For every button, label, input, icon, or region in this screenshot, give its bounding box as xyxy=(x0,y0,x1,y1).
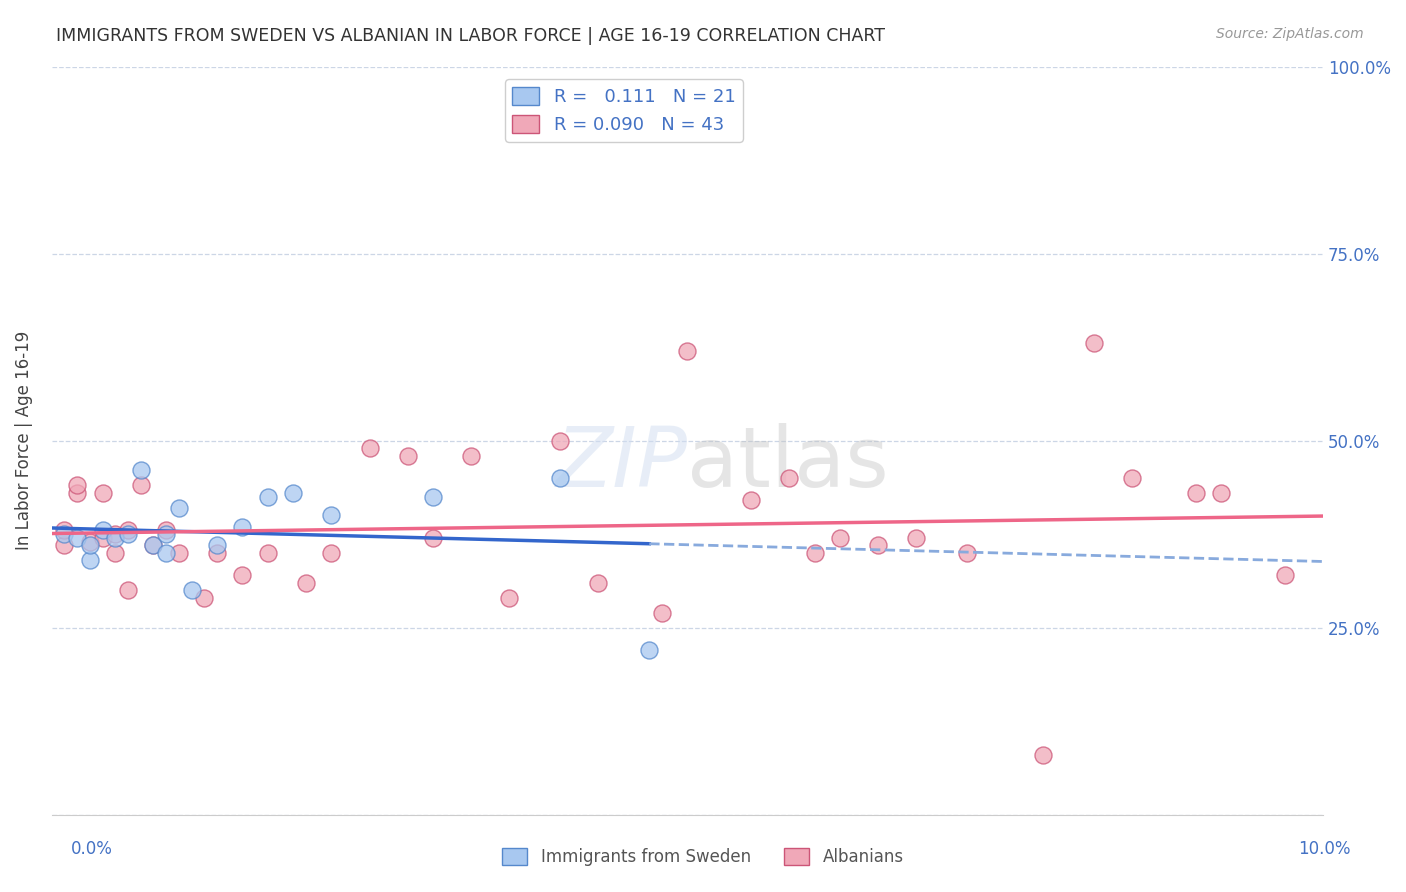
Point xyxy=(498,591,520,605)
Point xyxy=(79,538,101,552)
Point xyxy=(205,546,228,560)
Point xyxy=(231,568,253,582)
Point xyxy=(155,527,177,541)
Legend: R =   0.111   N = 21, R = 0.090   N = 43: R = 0.111 N = 21, R = 0.090 N = 43 xyxy=(505,79,742,142)
Point xyxy=(205,538,228,552)
Point xyxy=(91,524,114,538)
Point xyxy=(1274,568,1296,582)
Point xyxy=(66,486,89,500)
Text: Source: ZipAtlas.com: Source: ZipAtlas.com xyxy=(1216,27,1364,41)
Point xyxy=(117,527,139,541)
Point xyxy=(422,490,444,504)
Point xyxy=(638,643,661,657)
Point xyxy=(155,546,177,560)
Text: 0.0%: 0.0% xyxy=(70,840,112,858)
Point xyxy=(66,478,89,492)
Point xyxy=(193,591,215,605)
Point xyxy=(295,575,318,590)
Point xyxy=(53,524,76,538)
Point xyxy=(588,575,610,590)
Point xyxy=(283,486,305,500)
Point xyxy=(550,471,572,485)
Point xyxy=(1185,486,1208,500)
Point xyxy=(180,583,202,598)
Point xyxy=(460,449,482,463)
Point xyxy=(1083,336,1105,351)
Point xyxy=(117,524,139,538)
Point xyxy=(155,524,177,538)
Point xyxy=(117,583,139,598)
Point xyxy=(66,531,89,545)
Point xyxy=(828,531,851,545)
Point xyxy=(142,538,165,552)
Point xyxy=(167,500,190,515)
Point xyxy=(1032,747,1054,762)
Point xyxy=(104,546,127,560)
Point xyxy=(104,527,127,541)
Point xyxy=(104,531,127,545)
Point xyxy=(803,546,825,560)
Point xyxy=(778,471,800,485)
Text: atlas: atlas xyxy=(688,423,889,503)
Text: 10.0%: 10.0% xyxy=(1298,840,1351,858)
Point xyxy=(321,508,343,523)
Point xyxy=(129,463,152,477)
Point xyxy=(53,527,76,541)
Point xyxy=(257,490,280,504)
Text: IMMIGRANTS FROM SWEDEN VS ALBANIAN IN LABOR FORCE | AGE 16-19 CORRELATION CHART: IMMIGRANTS FROM SWEDEN VS ALBANIAN IN LA… xyxy=(56,27,886,45)
Point xyxy=(231,519,253,533)
Legend: Immigrants from Sweden, Albanians: Immigrants from Sweden, Albanians xyxy=(496,841,910,873)
Point xyxy=(956,546,979,560)
Point xyxy=(257,546,280,560)
Point xyxy=(868,538,890,552)
Point xyxy=(550,434,572,448)
Point xyxy=(142,538,165,552)
Point xyxy=(53,538,76,552)
Point xyxy=(676,343,699,358)
Point xyxy=(91,486,114,500)
Point xyxy=(740,493,762,508)
Point xyxy=(321,546,343,560)
Point xyxy=(129,478,152,492)
Y-axis label: In Labor Force | Age 16-19: In Labor Force | Age 16-19 xyxy=(15,331,32,550)
Point xyxy=(651,606,673,620)
Point xyxy=(79,553,101,567)
Point xyxy=(396,449,419,463)
Point xyxy=(1121,471,1143,485)
Point xyxy=(422,531,444,545)
Point xyxy=(79,534,101,549)
Point xyxy=(167,546,190,560)
Point xyxy=(359,441,381,455)
Point xyxy=(1211,486,1233,500)
Text: ZIP: ZIP xyxy=(555,423,688,503)
Point xyxy=(905,531,928,545)
Point xyxy=(91,531,114,545)
